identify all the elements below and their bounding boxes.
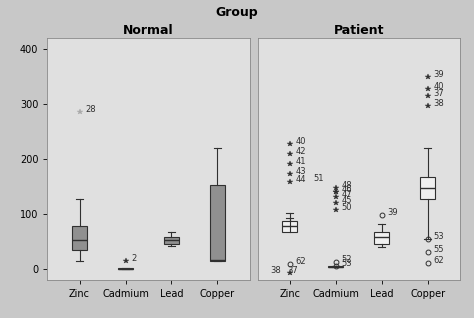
Text: 40: 40 [433,82,444,91]
Text: 46: 46 [341,185,352,194]
Bar [210,185,225,261]
Title: Normal: Normal [123,24,174,37]
Text: 48: 48 [341,181,352,190]
Text: 45: 45 [341,196,352,205]
Text: 51: 51 [313,174,324,183]
Text: 53: 53 [341,259,352,268]
Text: 2: 2 [131,254,137,263]
Bar [283,220,297,232]
Text: 53: 53 [433,232,444,241]
Text: 52: 52 [341,255,352,264]
Bar [374,232,389,244]
Bar [72,226,87,250]
Text: 42: 42 [295,147,306,156]
Text: 39: 39 [387,208,398,217]
Text: 50: 50 [341,203,352,211]
Text: 41: 41 [295,157,306,167]
Text: 28: 28 [85,105,96,114]
Text: Group: Group [216,6,258,19]
Text: 44: 44 [295,175,306,184]
Text: 62: 62 [295,258,306,266]
Text: 38: 38 [270,266,281,275]
Text: 38: 38 [433,99,444,108]
Text: 62: 62 [433,256,444,265]
Text: 37: 37 [287,266,298,275]
Text: 47: 47 [341,190,352,199]
Text: 43: 43 [295,167,306,176]
Text: 40: 40 [295,137,306,146]
Bar [420,176,435,198]
Bar [328,266,343,267]
Text: 39: 39 [433,70,444,79]
Text: 37: 37 [433,89,444,98]
Bar [118,268,133,269]
Title: Patient: Patient [333,24,384,37]
Text: 55: 55 [433,245,444,254]
Bar [164,237,179,244]
